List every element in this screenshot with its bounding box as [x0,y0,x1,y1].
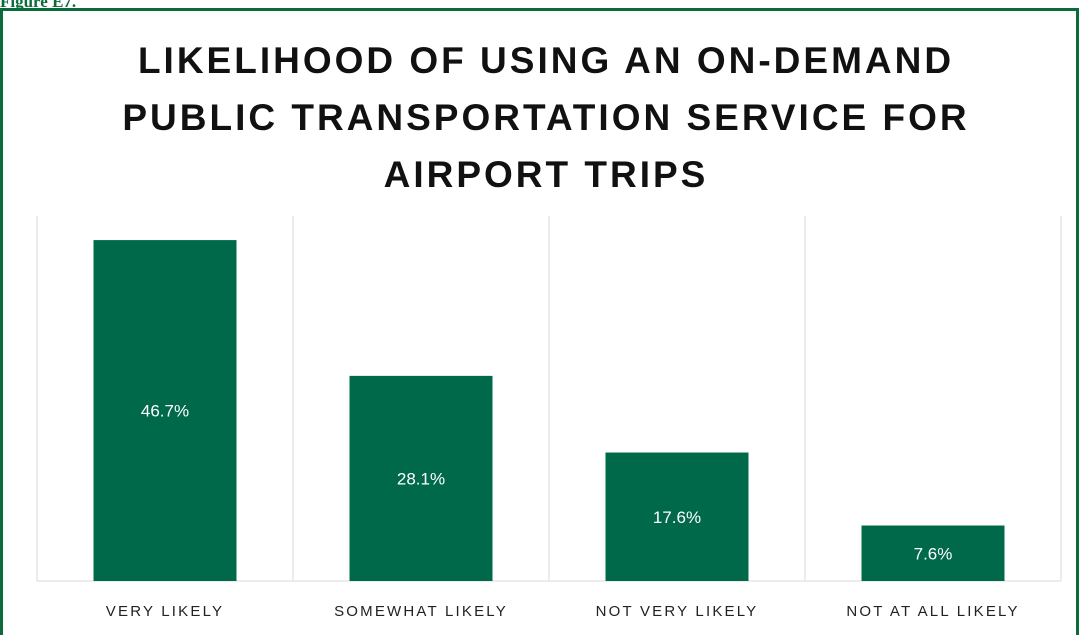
category-label: NOT VERY LIKELY [596,603,759,620]
data-label: 7.6% [914,544,953,563]
chart-title: LIKELIHOOD OF USING AN ON-DEMAND PUBLIC … [122,40,970,195]
chart-category-labels: VERY LIKELY SOMEWHAT LIKELY NOT VERY LIKEL… [106,603,1019,620]
chart-frame [0,8,1079,635]
bar [349,375,493,581]
category-label: VERY LIKELY [106,603,224,620]
chart-data-labels: 46.7% 28.1% 17.6% 7.6% [141,402,952,564]
category-label: NOT AT ALL LIKELY [846,603,1019,620]
bar [861,525,1005,581]
bar [93,240,237,581]
bar [605,452,749,581]
data-label: 46.7% [141,402,189,421]
figure-label: Figure E7. [0,0,77,11]
data-label: 28.1% [397,469,445,488]
data-label: 17.6% [653,508,701,527]
chart-bars [93,240,1005,581]
category-label: SOMEWHAT LIKELY [334,603,508,620]
